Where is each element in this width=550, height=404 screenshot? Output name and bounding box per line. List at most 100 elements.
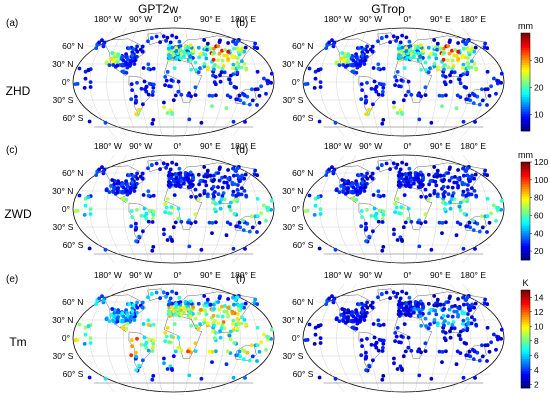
station-point — [255, 103, 259, 107]
station-point — [205, 303, 210, 308]
station-point — [151, 118, 156, 122]
station-point — [413, 171, 418, 175]
station-point — [342, 314, 347, 319]
station-point — [350, 319, 355, 324]
station-point — [262, 332, 266, 337]
station-point — [432, 318, 437, 322]
station-point — [171, 225, 176, 230]
station-point — [213, 202, 218, 206]
station-point — [207, 220, 212, 225]
station-point — [129, 209, 134, 214]
station-point — [331, 298, 336, 303]
station-point — [187, 373, 192, 378]
station-point — [391, 290, 396, 295]
station-point — [231, 62, 236, 67]
station-point — [371, 322, 376, 326]
station-point — [446, 314, 450, 318]
station-point — [416, 51, 421, 56]
station-point — [139, 213, 144, 218]
station-point — [452, 180, 457, 185]
colorbar-segment — [521, 358, 530, 362]
station-point — [214, 349, 218, 354]
station-point — [203, 52, 208, 57]
station-point — [485, 46, 490, 51]
station-point — [426, 172, 431, 177]
station-point — [240, 173, 245, 178]
station-point — [443, 319, 447, 323]
meridian-line — [106, 27, 127, 137]
station-point — [360, 309, 365, 313]
station-point — [404, 176, 409, 180]
colorbar-segment — [521, 126, 530, 129]
station-point — [139, 86, 144, 91]
station-point — [149, 163, 154, 168]
lat-tick-label: 30° S — [53, 95, 74, 105]
station-point — [400, 172, 404, 177]
lon-tick-label: 180° W — [94, 14, 122, 24]
station-point — [188, 185, 193, 190]
station-point — [365, 300, 369, 305]
station-point — [393, 331, 398, 335]
colorbar-segment — [521, 247, 530, 251]
station-point — [400, 301, 404, 306]
colorbar-tick-label: 20 — [534, 246, 544, 256]
station-point — [377, 81, 382, 86]
station-point — [178, 179, 183, 184]
station-point — [77, 322, 82, 327]
station-point — [429, 51, 433, 56]
station-point — [244, 193, 249, 198]
lon-tick-label: 180° W — [324, 14, 352, 24]
station-point — [247, 229, 252, 234]
station-point — [421, 49, 425, 54]
lat-tick-label: 30° S — [283, 95, 304, 105]
station-point — [499, 327, 504, 332]
station-point — [408, 179, 413, 184]
station-point — [360, 180, 365, 185]
station-point — [408, 308, 413, 312]
station-point — [380, 93, 385, 97]
continent-outline — [167, 35, 258, 78]
station-point — [450, 323, 455, 327]
station-point — [376, 295, 380, 300]
station-point — [227, 204, 232, 209]
station-point — [399, 110, 404, 115]
station-point — [235, 188, 240, 192]
station-point — [236, 312, 240, 316]
station-point — [242, 49, 247, 54]
station-point — [355, 192, 360, 197]
station-point — [164, 166, 169, 170]
colorbar-segment — [521, 297, 530, 301]
station-point — [342, 185, 347, 190]
station-point — [112, 182, 117, 186]
station-point — [193, 85, 198, 90]
station-point — [334, 317, 339, 322]
station-point — [253, 297, 257, 302]
colorbar-segment — [521, 106, 530, 110]
station-point — [381, 245, 386, 249]
station-point — [407, 166, 412, 171]
continent-outline — [94, 38, 147, 77]
station-point — [342, 182, 347, 186]
colorbar-tick-label: 120 — [534, 157, 548, 167]
station-point — [121, 58, 126, 63]
station-point — [206, 65, 210, 70]
station-point — [250, 98, 255, 103]
station-point — [146, 295, 150, 300]
station-point — [221, 64, 226, 68]
station-point — [360, 50, 365, 54]
colorbar-segment — [521, 179, 530, 182]
map-panel-c: (c) 180° W 90° W 0° 90° E 180° E60° N30° N0°3… — [6, 141, 275, 264]
station-point — [233, 168, 238, 173]
station-point — [318, 341, 323, 345]
station-point — [125, 184, 130, 189]
station-point — [243, 376, 247, 380]
station-point — [426, 197, 431, 202]
station-point — [406, 335, 411, 340]
station-point — [362, 189, 367, 193]
station-point — [166, 46, 171, 51]
colorbar-segment — [521, 326, 530, 330]
lon-tick-label: 90° E — [430, 270, 451, 280]
station-point — [151, 374, 156, 378]
station-point — [423, 316, 428, 321]
station-point — [87, 246, 92, 251]
